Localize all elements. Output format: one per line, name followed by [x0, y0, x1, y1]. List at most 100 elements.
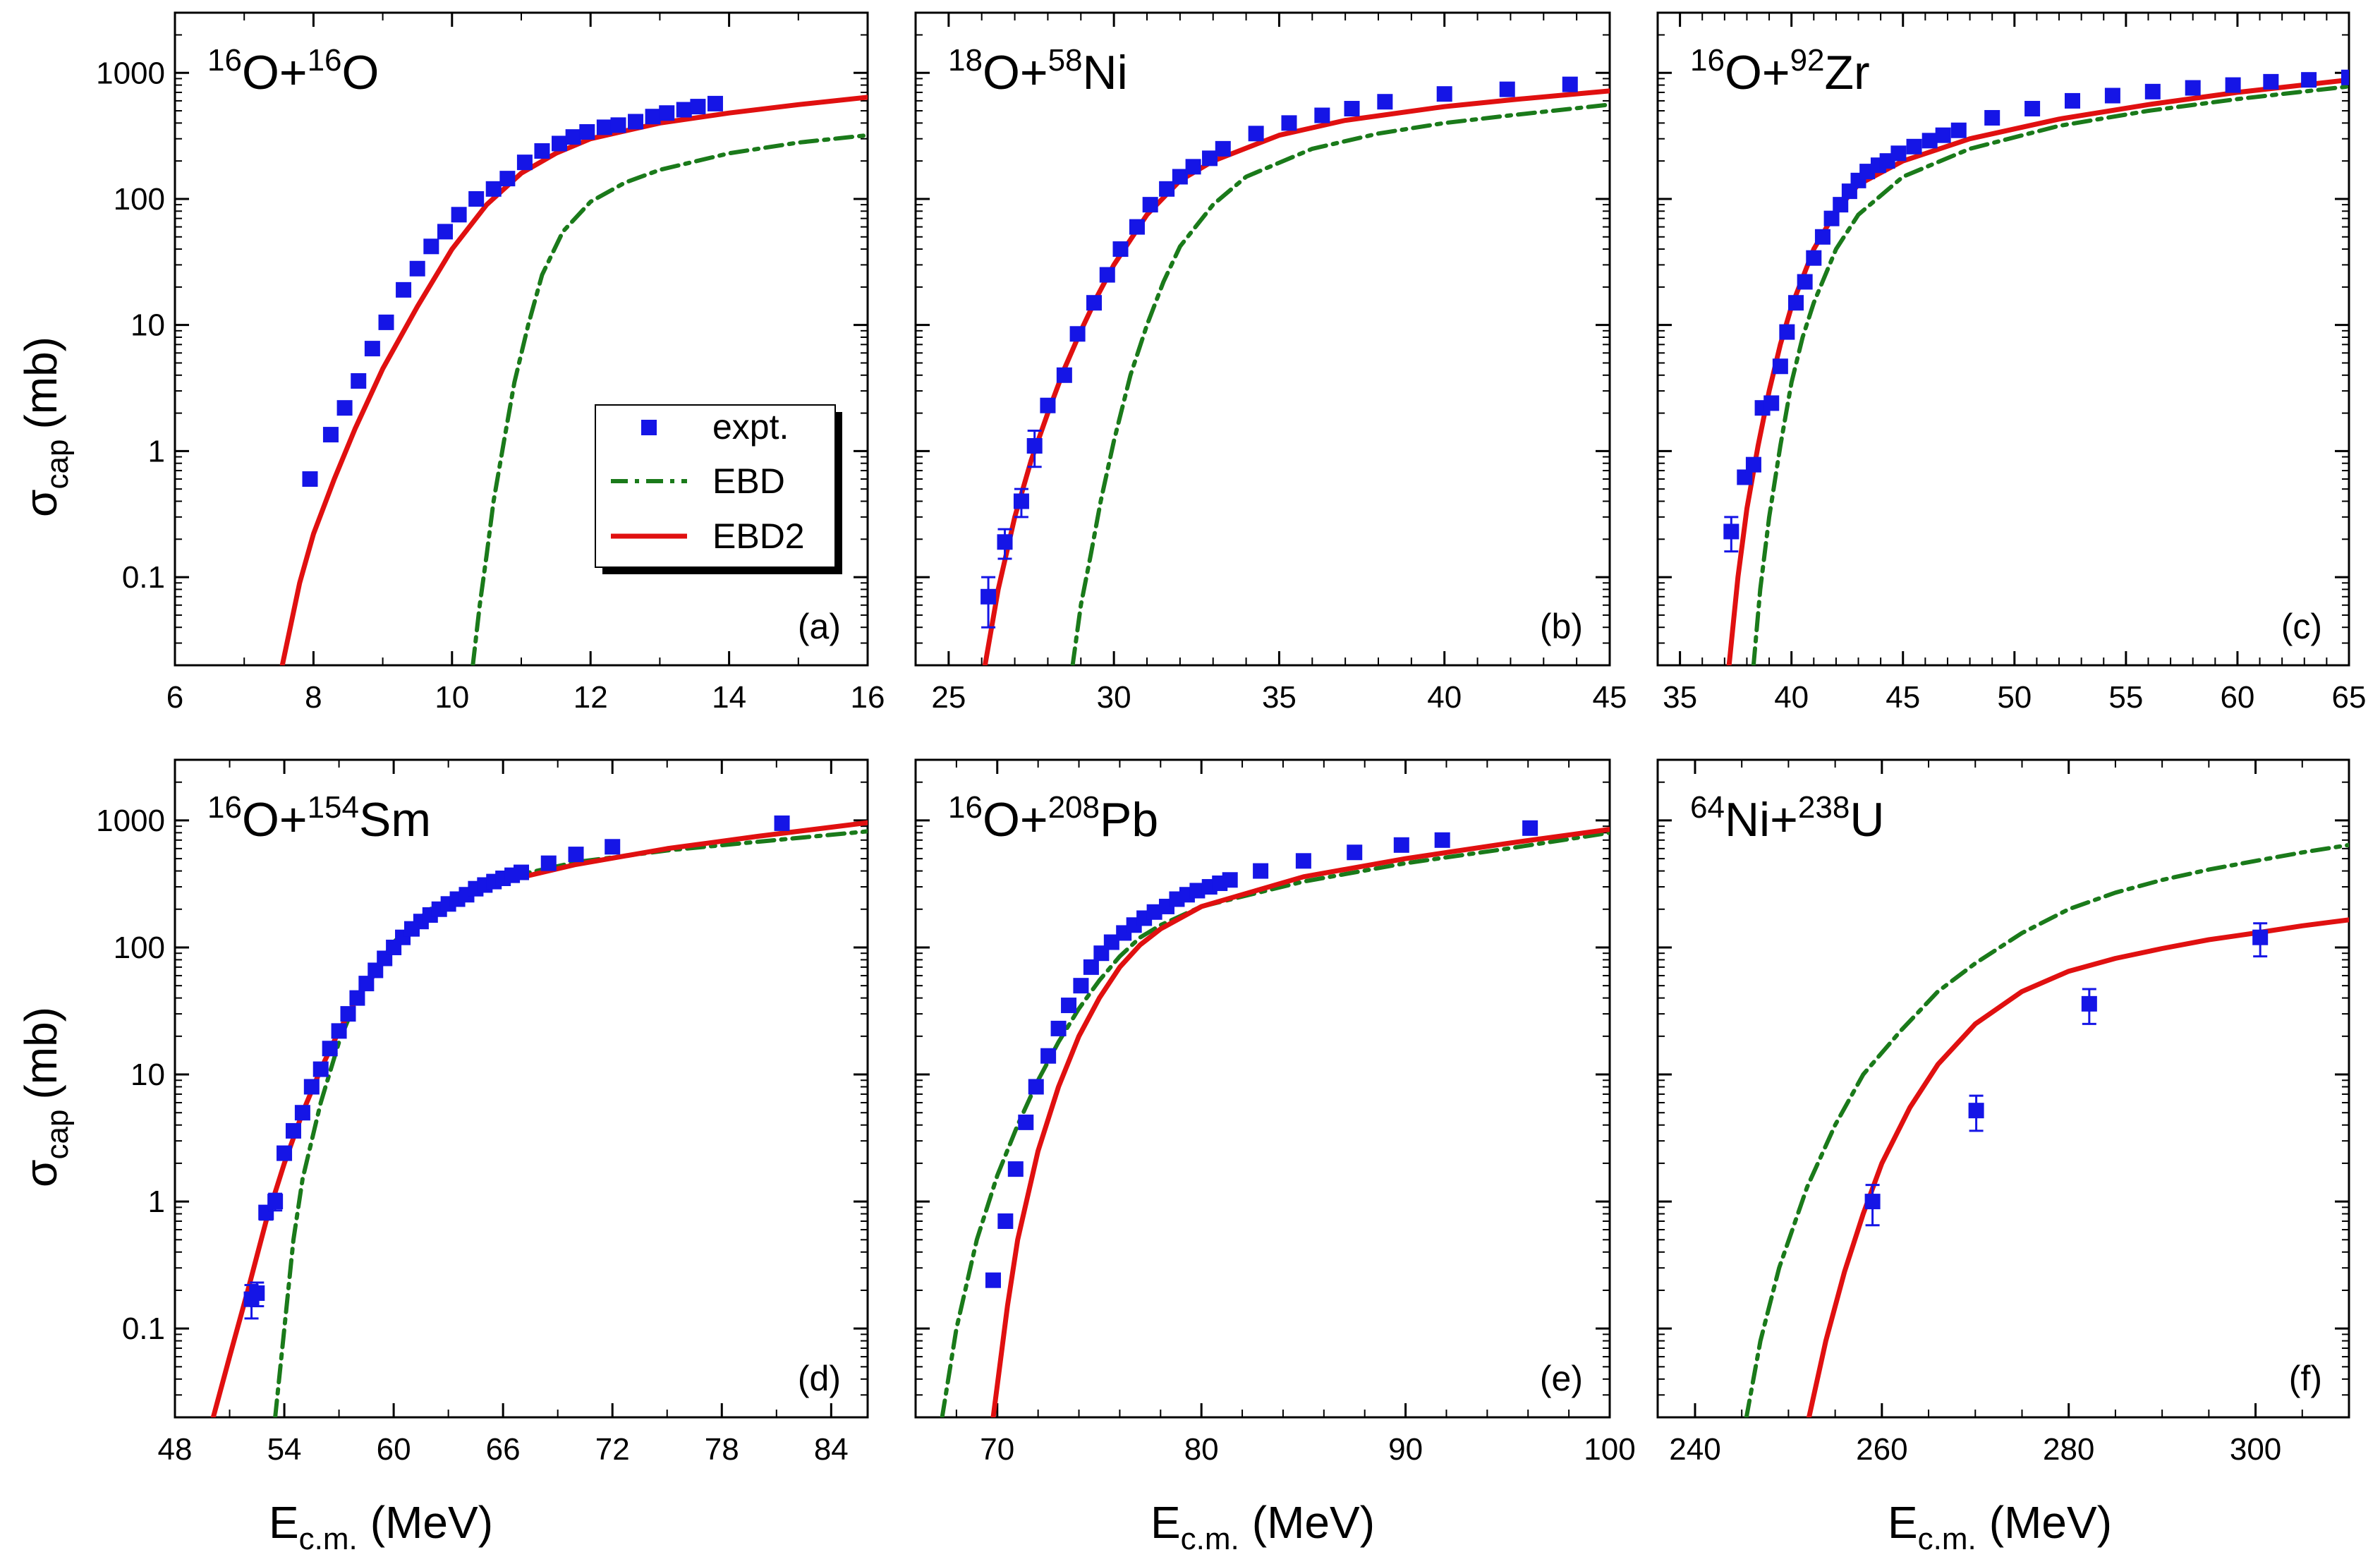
data-point — [451, 207, 467, 223]
data-point — [364, 341, 380, 357]
plot-frame — [1656, 758, 2350, 1419]
x-tick-label: 12 — [573, 680, 608, 715]
y-tick-label: 10 — [130, 308, 165, 343]
title-text: O+ — [242, 793, 308, 847]
series-line-ebd — [940, 830, 1610, 1417]
title-superscript: 16 — [308, 43, 342, 78]
data-point — [1823, 210, 1840, 226]
data-point — [1314, 107, 1330, 123]
x-tick-label: 60 — [377, 1432, 411, 1467]
title-text: U — [1850, 793, 1884, 847]
x-tick-label: 48 — [158, 1432, 193, 1467]
plot-area — [210, 815, 868, 1417]
x-tick-label: 45 — [1886, 680, 1920, 715]
x-tick-label: 40 — [1774, 680, 1809, 715]
data-point — [1434, 832, 1450, 848]
data-point — [1040, 1048, 1057, 1064]
panel-tag: (c) — [2281, 607, 2322, 646]
title-superscript: 16 — [1690, 43, 1725, 78]
data-point — [568, 847, 584, 863]
data-point — [1806, 250, 1822, 266]
x-tick-label: 80 — [1184, 1432, 1219, 1467]
data-point — [1142, 197, 1158, 213]
data-point — [997, 534, 1013, 550]
data-point — [628, 114, 644, 130]
data-point — [1984, 109, 2000, 126]
data-point — [997, 1213, 1014, 1229]
x-tick-label: 30 — [1097, 680, 1131, 715]
legend-ebd2-label: EBD2 — [712, 516, 805, 556]
data-point — [1377, 94, 1393, 110]
x-tick-label: 54 — [267, 1432, 302, 1467]
panel-tag: (d) — [798, 1359, 841, 1398]
data-point — [396, 281, 412, 298]
data-point — [1083, 959, 1099, 975]
panel-tag: (f) — [2289, 1359, 2322, 1398]
x-tick-label: 65 — [2332, 680, 2367, 715]
data-point — [1026, 437, 1043, 454]
panel-d: 48 54 60 66 72 78 84 0.1 1 10 100 1000 16O+154Sm (d) — [96, 758, 869, 1467]
title-text: Sm — [359, 793, 431, 847]
title-superscript: 154 — [308, 790, 359, 825]
data-point — [1950, 122, 1967, 138]
y-tick-label: 0.1 — [122, 1311, 165, 1346]
data-point — [774, 815, 790, 831]
data-point — [485, 181, 502, 197]
data-point — [1050, 1020, 1067, 1036]
data-point — [249, 1285, 265, 1301]
data-point — [1295, 853, 1311, 869]
series-line-ebd — [470, 133, 868, 665]
series-line-ebd2 — [279, 95, 868, 665]
title-text: O+ — [242, 46, 308, 99]
data-point — [2252, 929, 2269, 945]
data-point — [1281, 115, 1297, 131]
data-point — [1833, 197, 1849, 213]
x-tick-label: 300 — [2230, 1432, 2281, 1467]
data-point — [468, 190, 485, 207]
x-tick-label: 35 — [1663, 680, 1697, 715]
title-superscript: 16 — [207, 790, 242, 825]
data-point — [1028, 1079, 1044, 1095]
panel-title: 18O+58Ni — [948, 43, 1128, 99]
data-point — [707, 95, 723, 111]
data-point — [1129, 219, 1145, 235]
x-tick-label: 240 — [1669, 1432, 1720, 1467]
data-point — [368, 962, 384, 979]
title-superscript: 58 — [1048, 43, 1083, 78]
y-tick-label: 1000 — [96, 804, 165, 838]
plot-frame — [174, 758, 869, 1419]
legend-box — [595, 404, 836, 568]
data-point — [1112, 241, 1129, 258]
data-point — [2225, 77, 2241, 93]
y-axis-title-symbol: σ — [16, 1159, 66, 1187]
data-point — [610, 117, 626, 133]
data-point — [1772, 358, 1788, 375]
plot-frame — [1656, 11, 2350, 667]
data-point — [1099, 267, 1115, 283]
data-point — [322, 1041, 338, 1057]
x-tick-label: 16 — [851, 680, 885, 715]
data-point — [1189, 883, 1206, 899]
data-point — [516, 155, 533, 171]
panel-e: 70 80 90 100 16O+208Pb (e) — [914, 758, 1636, 1467]
data-point — [378, 314, 394, 330]
data-point — [1814, 229, 1830, 245]
data-point — [322, 427, 339, 443]
data-point — [1061, 998, 1077, 1014]
y-tick-label: 1 — [148, 1185, 165, 1219]
y-tick-label: 100 — [114, 931, 165, 965]
data-point — [2065, 92, 2080, 109]
data-point — [267, 1194, 284, 1210]
x-tick-label: 72 — [595, 1432, 630, 1467]
data-point — [1745, 456, 1761, 473]
data-point — [514, 864, 529, 880]
data-point — [336, 400, 353, 416]
data-point — [1788, 295, 1804, 311]
data-point — [499, 171, 516, 187]
data-point — [1864, 1194, 1881, 1210]
data-point — [2301, 72, 2317, 88]
y-axis-title-subscript: cap — [40, 440, 75, 490]
plot-area — [1744, 842, 2349, 1417]
